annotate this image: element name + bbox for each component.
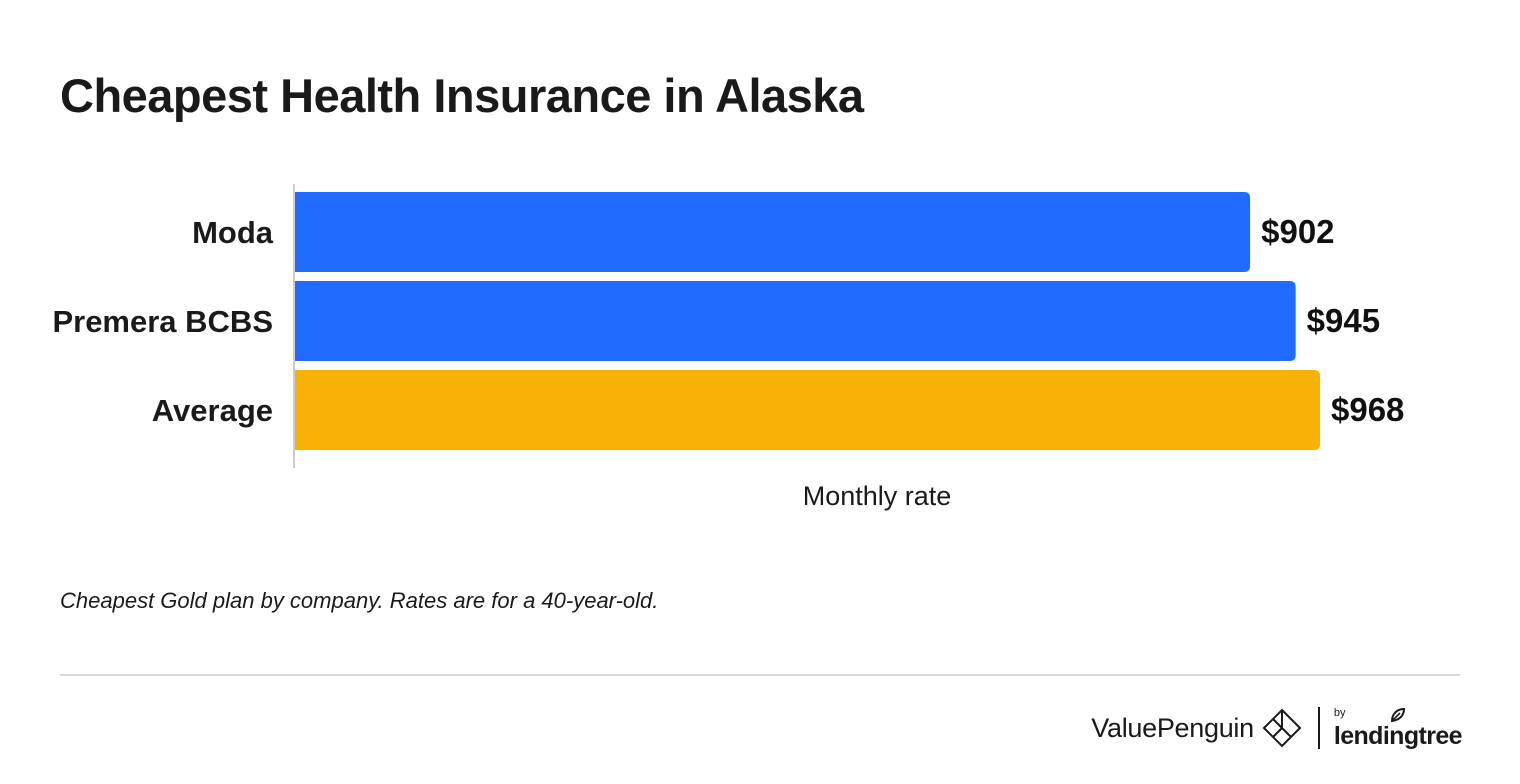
partner-prefix: by [1333,707,1346,719]
data-label-average: $968 [1331,391,1404,428]
valuepenguin-diamond-icon [1262,708,1302,748]
brand-separator [1317,707,1320,749]
partner-name: lendingtree [1333,722,1463,750]
brand-name: ValuePenguin [1091,712,1254,743]
partner-logo: by lendingtree [1333,705,1463,751]
chart-title: Cheapest Health Insurance in Alaska [60,69,864,122]
leaf-icon [1390,707,1405,723]
category-label-moda: Moda [192,215,274,250]
footnote: Cheapest Gold plan by company. Rates are… [60,588,659,613]
category-label-premera-bcbs: Premera BCBS [52,304,273,339]
bar-chart: Moda $902 Premera BCBS $945 Average $968 Month… [52,184,1404,511]
x-axis-title: Monthly rate [803,481,952,511]
category-label-average: Average [152,393,273,428]
footer-divider [60,674,1460,676]
bar-average [295,370,1320,450]
data-label-premera-bcbs: $945 [1307,302,1380,339]
brand-footer: ValuePenguin by lendingtree [1091,705,1463,751]
data-label-moda: $902 [1261,213,1334,250]
bar-premera-bcbs [295,281,1296,361]
bar-moda [295,192,1251,272]
